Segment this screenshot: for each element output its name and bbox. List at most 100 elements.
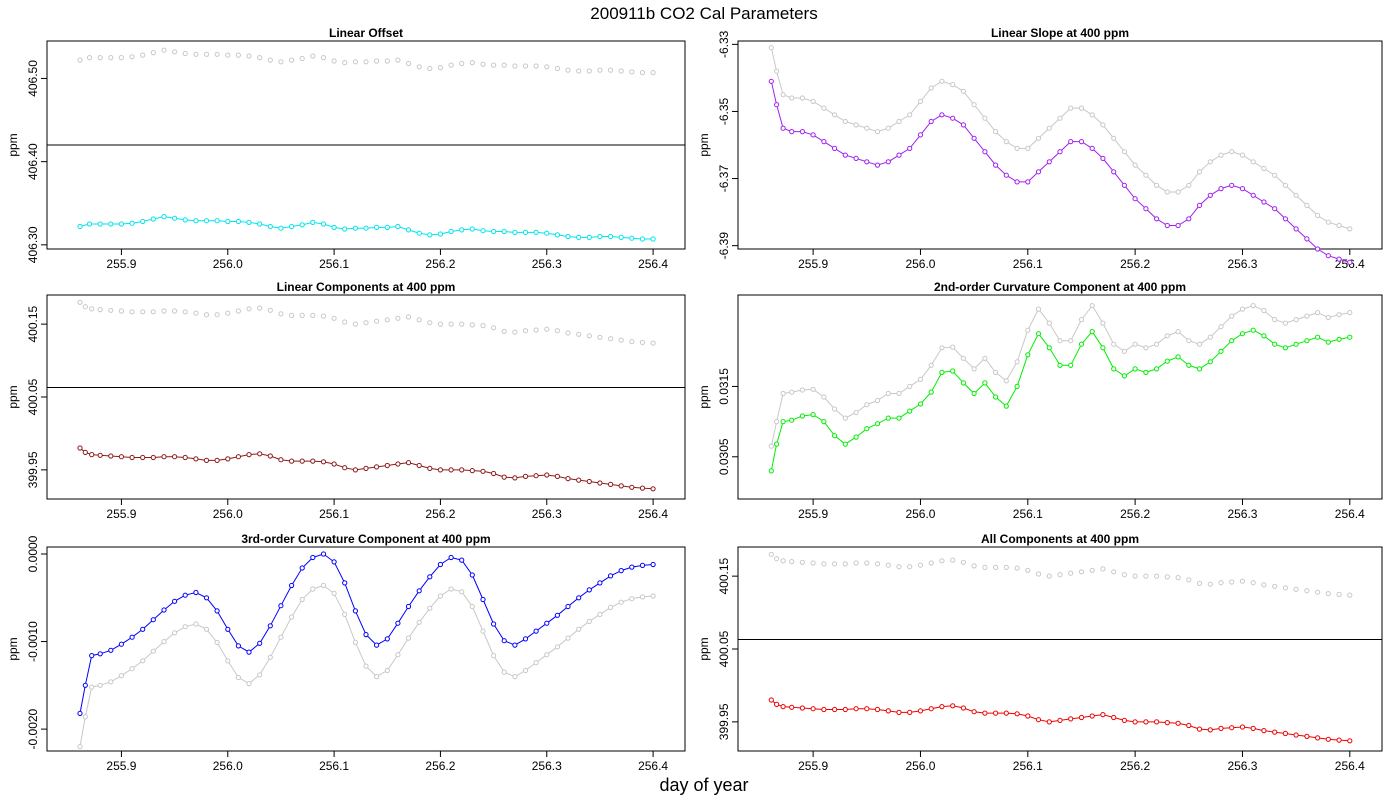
data-point	[1347, 738, 1353, 744]
data-point	[1250, 159, 1256, 165]
data-point	[832, 112, 838, 118]
data-point	[1250, 580, 1256, 586]
data-point	[821, 419, 827, 425]
data-point	[374, 642, 380, 648]
data-point	[597, 480, 603, 486]
data-point	[789, 559, 795, 565]
data-point	[780, 419, 786, 425]
data-point	[82, 304, 88, 310]
data-point	[917, 376, 924, 382]
data-point	[427, 465, 433, 471]
series-1	[768, 303, 1353, 449]
data-point	[789, 129, 795, 135]
data-point	[395, 57, 401, 63]
data-point	[1143, 719, 1149, 725]
data-point	[1154, 182, 1160, 188]
data-point	[842, 561, 848, 567]
data-point	[97, 651, 103, 657]
data-point	[257, 451, 263, 457]
data-point	[522, 328, 529, 334]
data-point	[896, 564, 902, 570]
data-point	[780, 92, 786, 98]
data-point	[1164, 358, 1170, 364]
data-point	[907, 145, 913, 151]
data-point	[1207, 334, 1213, 340]
data-point	[161, 308, 167, 314]
data-point	[257, 221, 263, 227]
data-point	[789, 704, 795, 710]
data-point	[469, 60, 475, 66]
data-point	[395, 223, 401, 230]
y-tick-label: -6.35	[717, 97, 731, 125]
data-point	[799, 705, 806, 711]
data-point	[1186, 722, 1192, 729]
data-point	[939, 345, 945, 351]
data-point	[650, 486, 656, 492]
data-point	[982, 710, 988, 716]
panel-1: Linear Offset ppm 255.9 256.0 256.1 256.2 256.…	[6, 26, 686, 271]
data-point	[522, 473, 529, 479]
data-point	[395, 461, 401, 467]
data-point	[203, 312, 210, 318]
y-tick-label: 0.0315	[717, 368, 731, 405]
data-point	[193, 310, 199, 316]
data-point	[821, 394, 827, 400]
x-tick-label: 255.9	[106, 759, 136, 773]
data-point	[480, 61, 486, 67]
data-point	[1025, 352, 1031, 358]
data-point	[427, 65, 433, 72]
data-point	[193, 621, 199, 627]
data-point	[491, 62, 497, 68]
data-point	[1154, 366, 1160, 372]
data-point	[352, 321, 358, 327]
data-point	[416, 619, 422, 625]
data-point	[89, 684, 95, 690]
data-point	[150, 216, 156, 222]
data-point	[182, 454, 188, 461]
data-point	[469, 603, 475, 610]
data-point	[544, 64, 550, 70]
data-point	[278, 603, 284, 609]
data-point	[768, 468, 774, 474]
data-point	[395, 652, 401, 658]
panel-2: Linear Slope at 400 ppm ppm 255.9 256.0 256.…	[697, 26, 1383, 271]
data-point	[225, 52, 231, 58]
data-point	[172, 308, 178, 314]
data-point	[565, 635, 571, 641]
data-point	[608, 336, 614, 342]
data-point	[917, 98, 924, 105]
data-point	[363, 320, 369, 326]
data-point	[97, 307, 103, 313]
data-point	[214, 312, 220, 318]
data-point	[257, 55, 263, 61]
data-point	[129, 454, 135, 461]
x-tick-label: 256.1	[319, 759, 349, 773]
data-point	[832, 406, 838, 412]
data-point	[853, 560, 859, 566]
data-point	[193, 456, 199, 462]
data-point	[118, 308, 125, 314]
data-point	[108, 647, 114, 653]
data-point	[491, 325, 497, 331]
x-tick-label: 256.3	[1227, 759, 1257, 773]
data-point	[225, 658, 231, 664]
data-point	[469, 226, 475, 232]
data-point	[459, 557, 465, 563]
data-point	[928, 362, 934, 368]
data-point	[1014, 383, 1020, 389]
data-point	[1143, 369, 1149, 375]
data-point	[810, 412, 816, 418]
data-point	[1261, 333, 1267, 339]
data-point	[533, 473, 539, 479]
data-point	[522, 63, 529, 69]
series-1	[77, 582, 656, 750]
data-point	[161, 607, 167, 613]
data-point	[77, 57, 83, 63]
data-point	[1164, 574, 1170, 580]
x-tick-label: 256.1	[319, 507, 349, 521]
x-tick-label: 256.2	[1120, 759, 1150, 773]
data-point	[799, 413, 806, 419]
panel-6: All Components at 400 ppm ppm 255.9 256.0 25…	[697, 532, 1383, 773]
data-point	[971, 135, 977, 141]
y-tick-label: 406.40	[26, 143, 40, 180]
